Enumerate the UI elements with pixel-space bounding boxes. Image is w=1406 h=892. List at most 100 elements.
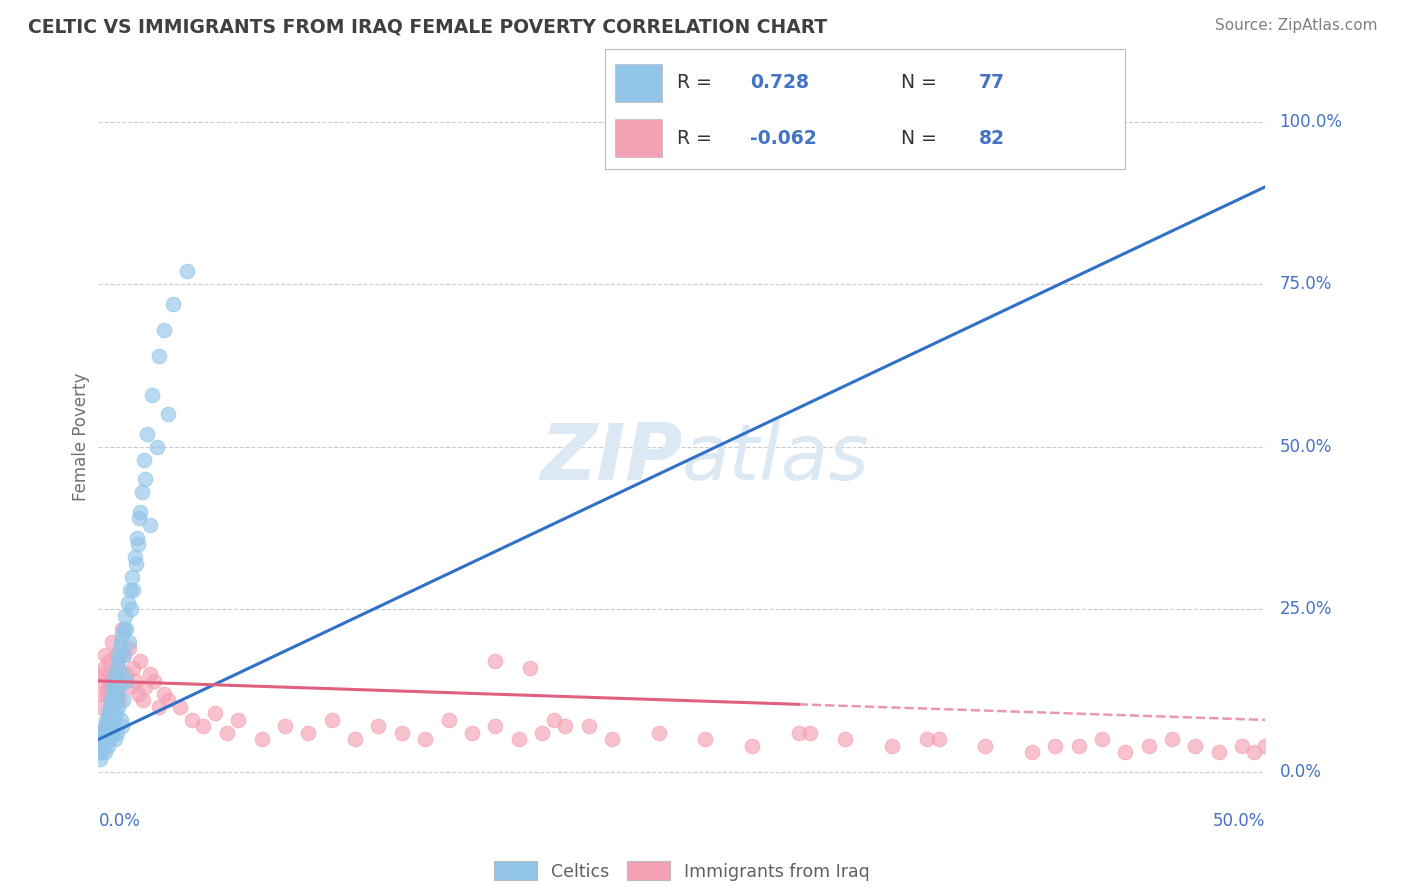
Point [741,739,763,753]
Point [554,719,576,733]
Point [107,661,129,675]
Point [143,673,166,688]
Point [928,732,950,747]
Point [98,732,121,747]
Text: atlas: atlas [682,420,870,496]
Point [1021,746,1043,760]
Point [103,673,125,688]
Point [115,622,138,636]
Point [344,732,367,747]
Point [115,667,138,681]
Point [180,713,202,727]
Point [124,550,146,565]
Point [129,654,152,668]
Point [100,693,122,707]
Text: 50.0%: 50.0% [1279,438,1331,456]
Point [101,726,124,740]
Point [93,661,115,675]
Point [1067,739,1090,753]
Point [105,687,128,701]
Text: 0.0%: 0.0% [98,812,141,830]
Point [110,635,132,649]
Point [1137,739,1160,753]
Point [90,746,112,760]
Point [125,557,148,571]
Point [122,661,145,675]
Point [122,582,145,597]
Point [89,746,111,760]
Point [118,635,141,649]
Point [90,687,112,701]
Point [112,648,135,662]
Point [93,726,115,740]
Point [100,693,122,707]
Point [204,706,226,721]
Point [1254,739,1277,753]
Point [111,693,134,707]
Point [110,673,132,688]
Point [104,732,127,747]
Point [97,654,120,668]
Point [1091,732,1114,747]
Point [250,732,273,747]
Point [104,648,127,662]
Point [647,726,669,740]
Point [578,719,600,733]
Point [104,706,127,721]
FancyBboxPatch shape [614,63,662,102]
Point [799,726,821,740]
Point [169,700,191,714]
Point [787,726,810,740]
Point [110,713,132,727]
Point [1230,739,1253,753]
Point [129,505,152,519]
Point [107,654,129,668]
Point [880,739,903,753]
Point [162,297,184,311]
Text: 25.0%: 25.0% [1279,600,1331,618]
Point [111,628,134,642]
Point [127,537,149,551]
Point [108,648,131,662]
Point [274,719,297,733]
Point [1114,746,1136,760]
Point [105,687,128,701]
Point [94,719,117,733]
Point [112,622,135,636]
Point [1243,746,1265,760]
Point [98,706,121,721]
FancyBboxPatch shape [614,119,662,157]
Text: N =: N = [901,73,936,92]
Point [461,726,484,740]
Point [134,681,156,695]
Legend: Celtics, Immigrants from Iraq: Celtics, Immigrants from Iraq [486,855,877,888]
Point [134,472,156,486]
Point [101,635,124,649]
Text: 50.0%: 50.0% [1213,812,1265,830]
Point [127,687,149,701]
Point [131,485,153,500]
Point [519,661,541,675]
Point [132,693,155,707]
Point [915,732,938,747]
Point [974,739,997,753]
Text: 0.728: 0.728 [751,73,810,92]
Text: CELTIC VS IMMIGRANTS FROM IRAQ FEMALE POVERTY CORRELATION CHART: CELTIC VS IMMIGRANTS FROM IRAQ FEMALE PO… [28,18,827,37]
Point [108,641,131,656]
Point [108,693,131,707]
Point [91,739,114,753]
Point [484,719,506,733]
Point [97,706,120,721]
Point [111,719,134,733]
Point [112,648,135,662]
Point [101,700,124,714]
Point [157,407,180,421]
Point [215,726,238,740]
Point [91,732,114,747]
Point [152,323,174,337]
Point [104,667,127,681]
Point [103,667,125,681]
Point [1208,746,1230,760]
Point [121,570,143,584]
Point [96,726,118,740]
